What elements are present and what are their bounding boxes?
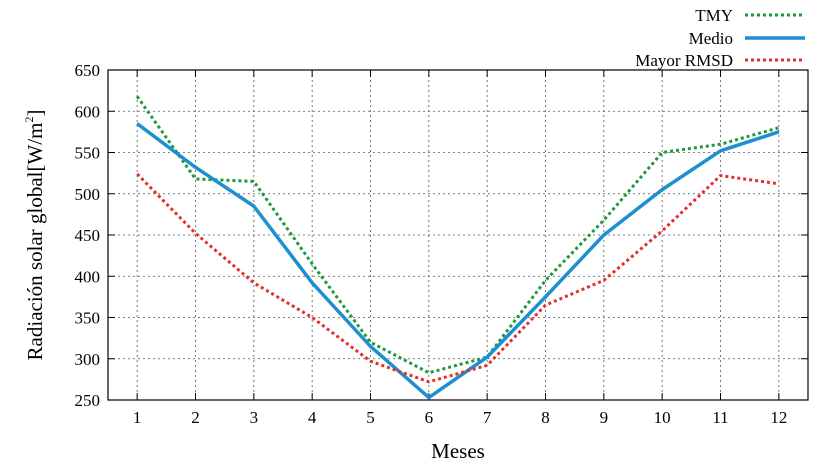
x-tick-label: 8 [541, 408, 550, 427]
y-tick-label: 650 [75, 61, 101, 80]
y-axis-title-superscript: 2 [22, 117, 36, 123]
x-tick-label: 6 [425, 408, 434, 427]
series-line-medio [136, 122, 780, 400]
x-tick-label: 1 [133, 408, 142, 427]
x-tick-label: 4 [308, 408, 317, 427]
y-axis-title: Radiación solar global[W/m2] [22, 110, 47, 361]
legend: TMY Medio Mayor RMSD [635, 6, 805, 70]
legend-label-tmy: TMY [695, 6, 733, 25]
x-tick-label: 5 [366, 408, 375, 427]
x-tick-label: 10 [654, 408, 671, 427]
grid [108, 70, 808, 400]
legend-label-medio: Medio [689, 29, 733, 48]
y-tick-label: 300 [75, 350, 101, 369]
y-tick-label: 350 [75, 309, 101, 328]
y-tick-label: 550 [75, 144, 101, 163]
x-tick-label: 11 [712, 408, 728, 427]
y-axis-title-main: Radiación solar global[W/m [23, 123, 47, 361]
y-tick-label: 600 [75, 102, 101, 121]
x-axis-title: Meses [431, 439, 485, 463]
x-axis: 1 2 3 4 5 6 7 8 9 10 11 12 [133, 70, 787, 427]
x-tick-label: 9 [600, 408, 609, 427]
x-tick-label: 12 [770, 408, 787, 427]
x-tick-label: 2 [191, 408, 200, 427]
y-tick-label: 450 [75, 226, 101, 245]
y-tick-label: 400 [75, 267, 101, 286]
series-line-mayor-rmsd [136, 172, 780, 384]
x-tick-label: 7 [483, 408, 492, 427]
y-tick-label: 250 [75, 391, 101, 410]
y-axis: 250 300 350 400 450 500 550 600 650 [75, 61, 808, 410]
y-axis-title-end: ] [23, 110, 47, 117]
series-line-tmy [135, 95, 780, 375]
y-tick-label: 500 [75, 185, 101, 204]
x-tick-label: 3 [250, 408, 259, 427]
legend-label-mayor-rmsd: Mayor RMSD [635, 51, 733, 70]
series-group [135, 95, 780, 400]
